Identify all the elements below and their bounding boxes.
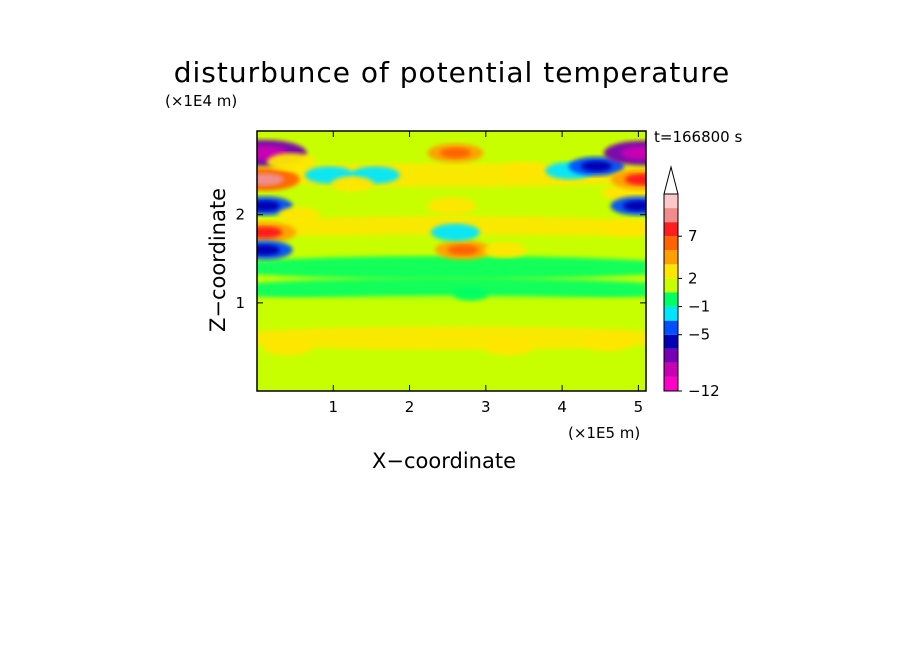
feature-9: [331, 176, 374, 192]
y-tick-label-0: 1: [235, 294, 245, 312]
colorbar-swatch-3: [664, 334, 678, 349]
band-9: [257, 352, 646, 377]
band-8: [257, 326, 646, 350]
band-7: [257, 295, 646, 319]
colorbar-swatch-11: [664, 222, 678, 237]
feature-24: [263, 338, 313, 356]
colorbar-swatch-5: [664, 306, 678, 321]
colorbar-label-3: 2: [688, 269, 698, 287]
colorbar-label-1: −5: [688, 326, 710, 344]
x-tick-label-4: 5: [634, 398, 644, 416]
feature-5: [266, 153, 316, 171]
plot-frame: [256, 130, 647, 392]
colorbar-swatch-6: [664, 292, 678, 307]
x-tick-label-3: 4: [557, 398, 567, 416]
feature-22: [602, 219, 646, 237]
colorbar-label-2: −1: [688, 298, 710, 316]
y-tick-label-1: 2: [235, 206, 245, 224]
x-axis-label: X−coordinate: [372, 449, 516, 473]
colorbar-swatch-1: [664, 362, 678, 377]
feature-core-20: [624, 173, 646, 186]
feature-6: [277, 206, 320, 223]
colorbar-swatch-2: [664, 348, 678, 363]
feature-13: [430, 223, 480, 242]
y-ticks: 12: [235, 206, 646, 312]
x-ticks: 1 2 3 4 5: [329, 131, 644, 416]
heatmap-field: [257, 131, 646, 391]
feature-core-1: [257, 173, 284, 186]
x-tick-label-0: 1: [329, 398, 339, 416]
feature-core-19: [621, 146, 646, 160]
feature-14: [499, 161, 549, 180]
chart-title: disturbunce of potential temperature: [173, 56, 731, 89]
feature-15: [483, 242, 526, 258]
feature-11: [427, 197, 476, 215]
band-10: [257, 372, 646, 391]
feature-core-12: [447, 244, 479, 256]
colorbar-swatch-4: [664, 320, 678, 335]
colorbar-extend-arrow: [663, 165, 679, 195]
feature-26: [583, 333, 633, 352]
band-6: [257, 277, 646, 302]
x-scale-note: (×1E5 m): [568, 424, 641, 442]
x-tick-label-1: 2: [405, 398, 415, 416]
feature-core-17: [581, 160, 612, 172]
feature-23: [453, 287, 489, 301]
feature-25: [484, 338, 534, 356]
x-tick-label-2: 3: [481, 398, 491, 416]
y-scale-note: (×1E4 m): [165, 92, 238, 110]
colorbar-swatch-12: [664, 208, 678, 223]
colorbar-swatch-7: [664, 278, 678, 293]
feature-core-10: [439, 147, 471, 159]
colorbar-label-4: 7: [688, 227, 698, 245]
colorbar-swatch-8: [664, 264, 678, 279]
feature-core-3: [257, 226, 282, 239]
colorbar-label-0: −12: [688, 382, 720, 400]
colorbar-swatch-9: [664, 250, 678, 265]
band-5: [257, 255, 646, 280]
colorbar-swatch-13: [664, 194, 678, 209]
colorbar-swatch-0: [664, 376, 678, 391]
feature-core-2: [257, 200, 281, 212]
feature-core-4: [257, 244, 281, 256]
colorbar: −12−5−127: [663, 165, 720, 400]
colorbar-swatch-10: [664, 236, 678, 251]
feature-core-21: [622, 200, 646, 212]
time-label: t=166800 s: [654, 128, 743, 146]
